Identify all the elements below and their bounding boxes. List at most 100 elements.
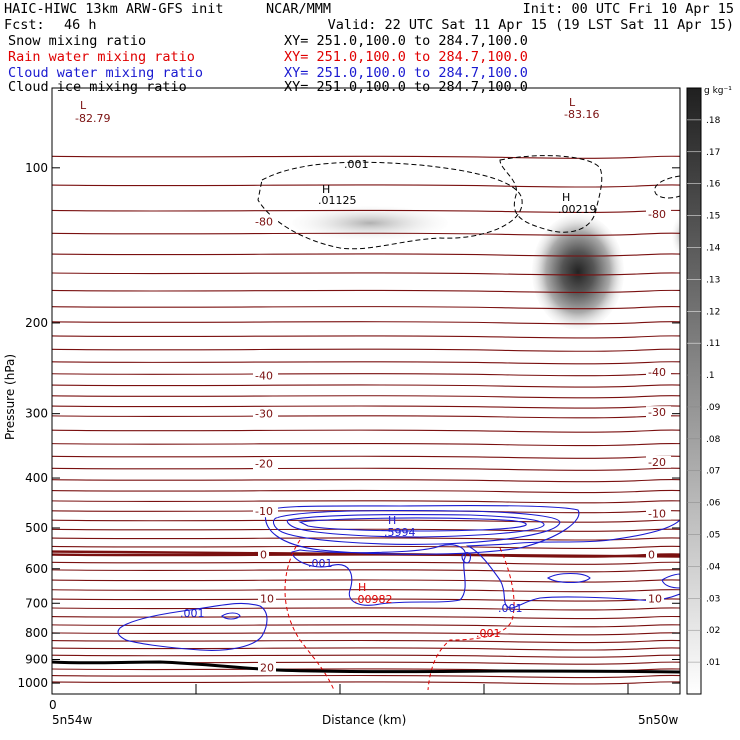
field-xy-snow: XY= 251.0,100.0 to 284.7,100.0 (284, 33, 528, 49)
isotherm (52, 510, 680, 514)
shading-layer (292, 206, 680, 330)
isotherm (52, 561, 680, 565)
temperature-label: -40 (255, 370, 273, 383)
isotherm (52, 209, 680, 213)
low-value-right: -83.16 (564, 108, 599, 121)
temperature-label: -20 (255, 458, 273, 471)
title-left: HAIC-HIWC 13km ARW-GFS init (4, 1, 224, 17)
high-value-rain: .00982 (354, 593, 393, 606)
temperature-label: 20 (260, 661, 274, 674)
y-tick-label: 1000 (17, 676, 48, 690)
contour-label-cw-2: .001 (498, 602, 523, 615)
x-axis-title: Distance (km) (322, 713, 406, 727)
temperature-label-bg (253, 407, 278, 420)
y-tick-label: 400 (25, 471, 48, 485)
high-label-cloudwater: H (388, 514, 396, 527)
isotherm (52, 674, 680, 679)
isotherm (52, 624, 680, 628)
temperature-label: -10 (255, 505, 273, 518)
isotherm (52, 528, 680, 532)
isotherm (52, 384, 680, 388)
cw-ring3 (286, 513, 545, 538)
isotherm (52, 442, 680, 447)
isotherm (52, 681, 680, 685)
contour-label-cw-1: .001 (308, 557, 333, 570)
high-value-cloudwater: .5994 (384, 526, 416, 539)
cw-inner-right (546, 572, 591, 584)
temperature-label: 10 (648, 592, 662, 605)
y-tick-label: 500 (25, 521, 48, 535)
ice-contour-left (257, 161, 523, 250)
isotherm (52, 405, 680, 409)
field-name-rain: Rain water mixing ratio (8, 49, 195, 65)
isotherm (52, 639, 680, 644)
isotherm (52, 579, 680, 583)
contour-label-ice: .001 (344, 158, 369, 171)
colorbar-tick-label: .08 (706, 435, 721, 445)
isotherm (52, 668, 680, 672)
isotherm (52, 654, 680, 658)
high-label-rain: H (358, 581, 366, 594)
colorbar-tick-label: .05 (706, 531, 720, 541)
temperature-label: -30 (648, 406, 666, 419)
isotherm (52, 632, 680, 636)
fcst-value: 46 h (64, 17, 97, 33)
temperature-labels: -80 -80 -40 -40 -30 -30 -20 -20 -10 -10 0 0 10 10 20 (253, 208, 671, 674)
colorbar-tick-label: .07 (706, 467, 720, 477)
isotherm (52, 289, 680, 293)
colorbar-tick-label: .17 (706, 148, 720, 158)
isotherm (52, 569, 680, 573)
high-label-ice-right: H (562, 191, 570, 204)
low-label-right: L (569, 96, 576, 109)
colorbar (686, 87, 702, 695)
cw-left (117, 602, 268, 651)
cw-ring2 (272, 510, 561, 545)
isotherm (52, 415, 680, 419)
colorbar-tick-label: .12 (706, 307, 720, 317)
temperature-contours (52, 155, 680, 685)
temperature-label-bg (253, 505, 278, 518)
cw-lower (291, 544, 466, 606)
isotherm (52, 272, 680, 276)
org-label: NCAR/MMM (266, 1, 332, 17)
temperature-label: -20 (648, 456, 666, 469)
x-right-label: 5n50w (638, 713, 679, 727)
temperature-label-bg (646, 455, 671, 468)
isotherm-zero (52, 550, 680, 558)
field-name-snow: Snow mixing ratio (8, 33, 147, 49)
field-xy-cloudwater: XY= 251.0,100.0 to 284.7,100.0 (284, 65, 528, 81)
y-tick-label: 800 (25, 626, 48, 640)
x-ticks (51, 684, 629, 694)
low-label-left: L (80, 99, 87, 112)
colorbar-tick-label: .04 (706, 562, 721, 572)
isotherm (52, 232, 680, 236)
colorbar-tick-label: .01 (706, 658, 720, 668)
isotherm (52, 537, 680, 541)
isotherm (52, 455, 680, 459)
colorbar-tick-label: .06 (706, 499, 721, 509)
y-tick-label: 900 (25, 653, 48, 667)
isotherm (52, 519, 680, 523)
fcst-label: Fcst: (4, 17, 45, 33)
isotherm (52, 253, 680, 257)
temperature-label: 0 (260, 549, 267, 562)
isotherm (52, 321, 680, 325)
colorbar-tick-label: .1 (706, 371, 715, 381)
colorbar-tick-label: .18 (706, 116, 721, 126)
temperature-label-bg (253, 369, 278, 382)
isotherm (52, 607, 680, 611)
isotherm (52, 361, 680, 365)
colorbar-tick-label: .03 (706, 594, 720, 604)
temperature-label: 0 (648, 549, 655, 562)
y-tick-label: 200 (25, 316, 48, 330)
field-xy-cloudice: XY= 251.0,100.0 to 284.7,100.0 (284, 79, 528, 95)
isotherm (52, 429, 680, 433)
temperature-label-bg (258, 661, 276, 674)
isotherm (52, 500, 680, 504)
isotherm (52, 467, 680, 471)
x-origin-label: 0 (49, 698, 57, 712)
snow-shade-core (532, 214, 624, 330)
temperature-label: -10 (648, 508, 666, 521)
